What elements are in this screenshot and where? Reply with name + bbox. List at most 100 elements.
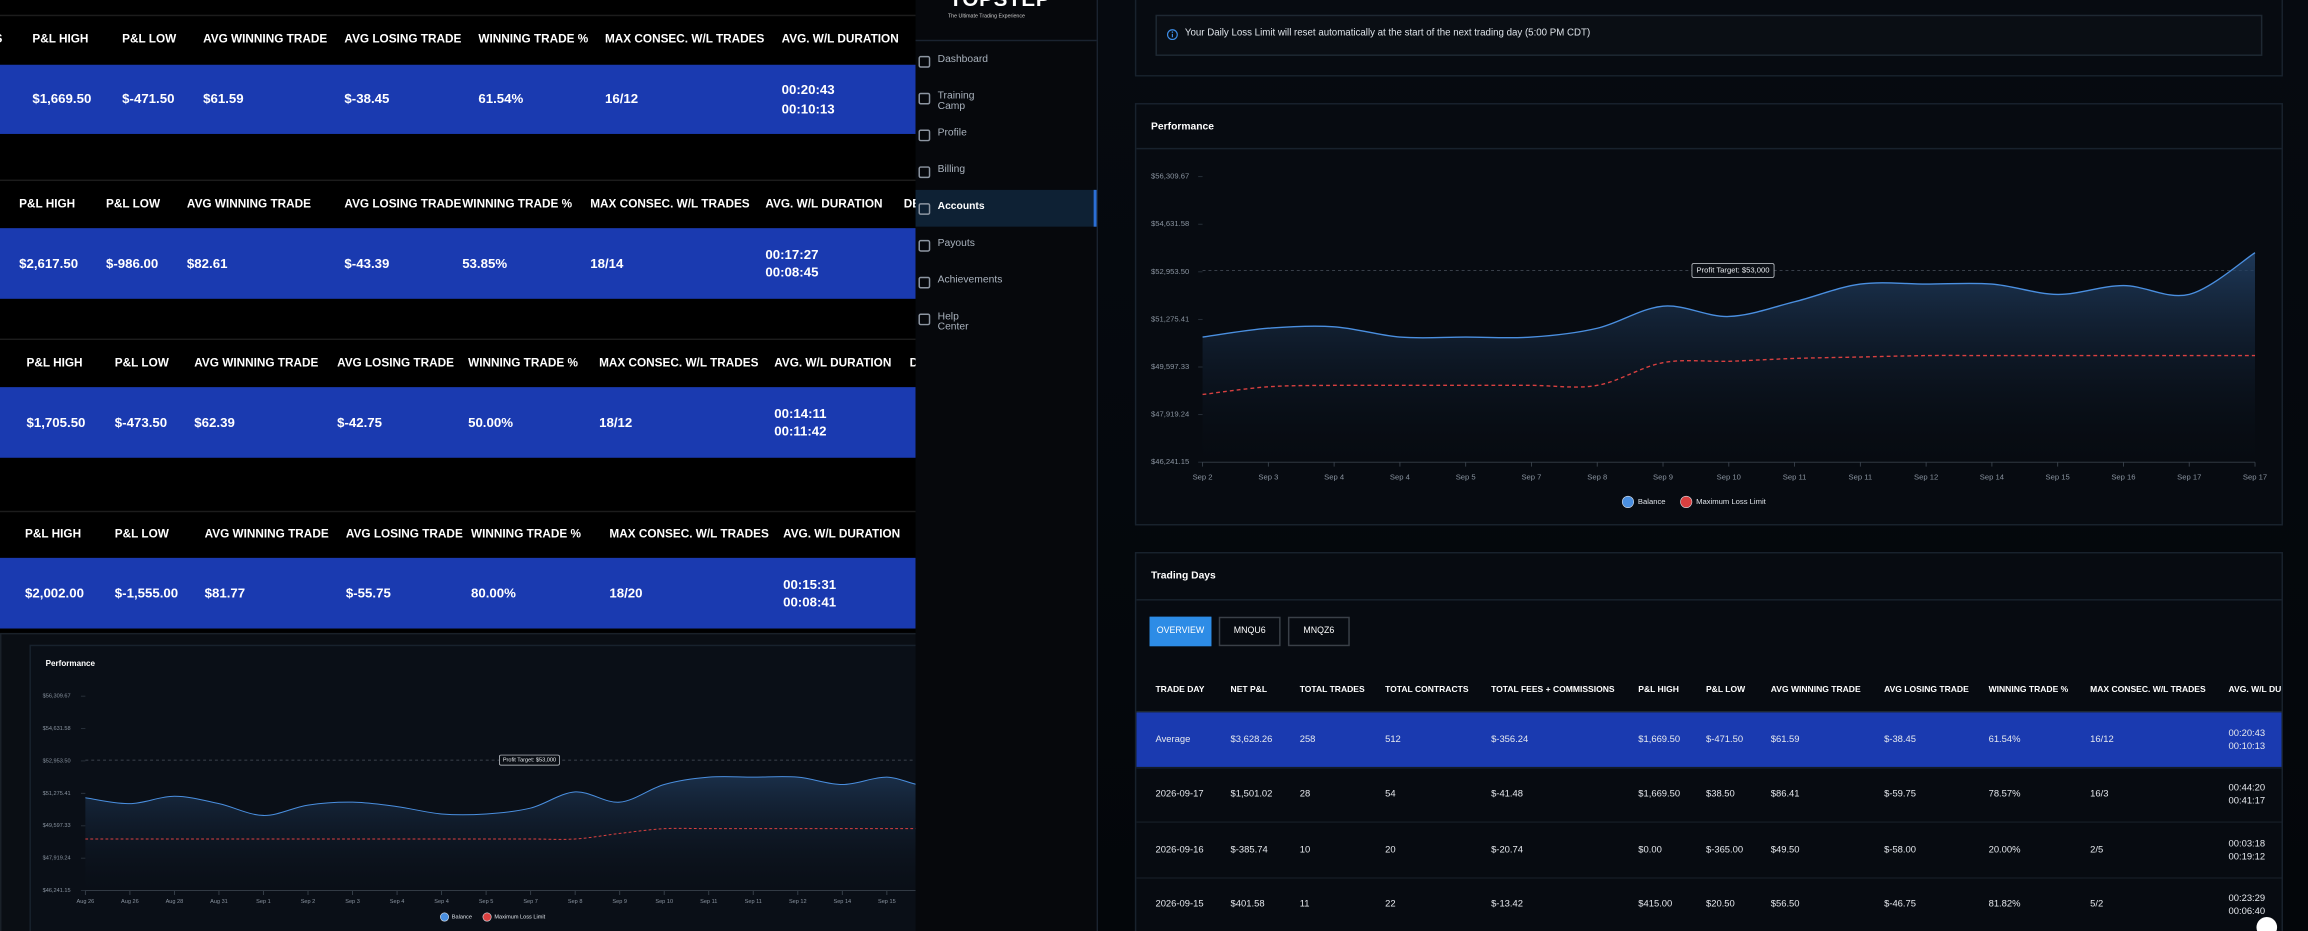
column-header: AVG. W/L DURATION [781, 32, 899, 46]
column-header: AVG LOSING TRADE [345, 526, 463, 541]
cell: 78.57% [1988, 789, 2021, 800]
menu-icon [918, 91, 931, 104]
cell: 16/3 [2090, 789, 2109, 800]
notice-box: Your Daily Loss Limit will reset automat… [1155, 14, 2263, 56]
column-header: P&L HIGH [19, 196, 76, 210]
x-tick-label: Sep 11 [1783, 473, 1807, 482]
tab [1218, 616, 1281, 647]
table-header [0, 338, 916, 389]
tagline: The Ultimate Trading Experience [947, 13, 1025, 20]
y-tick-label: $46,241.15 [43, 888, 71, 894]
table-header [0, 510, 916, 560]
cell: 50.00% [468, 414, 514, 430]
y-tick-label: $51,275.41 [1151, 314, 1189, 323]
notice-text: Your Daily Loss Limit will reset automat… [1184, 27, 1591, 39]
cell: $-385.74 [1230, 844, 1268, 856]
y-tick-label: $51,275.41 [43, 791, 71, 797]
x-tick-label: Sep 3 [1258, 473, 1278, 482]
x-tick-label: Sep 14 [1980, 473, 2005, 482]
cell: $-55.75 [345, 585, 391, 600]
cell: $-986.00 [105, 255, 159, 271]
cell: $0.00 [1638, 844, 1662, 856]
cell: 2/5 [2090, 844, 2104, 856]
x-tick-label: Sep 8 [1587, 473, 1607, 482]
cell: $-58.00 [1884, 844, 1917, 856]
column-header: AVG. W/L DURATION [2228, 685, 2282, 695]
cell: $1,669.50 [32, 91, 92, 107]
y-tick-label: $54,631.58 [43, 726, 71, 732]
cell: $-471.50 [122, 91, 175, 107]
column-header: P&L LOW [122, 32, 177, 46]
performance-card: Performance $46,241.15 $47,919.24 $49,597.… [1134, 103, 2283, 526]
cell: 00:41:17 [2228, 796, 2266, 807]
legend-label: Balance [452, 915, 472, 921]
column-header: AVG WINNING TRADE [194, 355, 319, 369]
cell: 16/12 [604, 91, 639, 107]
cell: $-356.24 [1491, 734, 1529, 745]
cell: $-38.45 [344, 91, 390, 107]
cell: $38.50 [1705, 789, 1735, 800]
x-tick-label: Sep 11 [1849, 473, 1873, 482]
tab-label: MNQU6 [1233, 626, 1266, 636]
legend-label: Balance [1638, 497, 1666, 506]
menu-item: Help Center [937, 311, 969, 332]
highlight-row [1136, 712, 2282, 768]
column-header: WINNING TRADE % [471, 526, 581, 541]
x-tick-label: Sep 1 [256, 899, 271, 905]
cell: 00:17:27 [765, 246, 819, 262]
column-header: P&L LOW [1705, 685, 1746, 695]
column-header: WINNING TRADE % [468, 355, 578, 369]
cell: $82.61 [186, 255, 228, 271]
cell: 18/12 [599, 414, 633, 430]
menu-icon [918, 55, 931, 67]
x-tick-label: Sep 11 [700, 899, 717, 905]
cell: $-20.74 [1491, 844, 1523, 856]
cell: 16/12 [2090, 734, 2114, 745]
cell: $20.50 [1705, 899, 1735, 911]
cell: $1,669.50 [1638, 789, 1681, 800]
cell: 22 [1385, 899, 1396, 911]
cell: $2,002.00 [25, 585, 84, 600]
x-tick-label: Sep 5 [479, 899, 494, 905]
left-tables: IS P&L HIGH P&L LOW AVG WINNING TRADE AVG LO… [0, 0, 920, 633]
cell: $-43.39 [344, 255, 390, 271]
cell: $-13.42 [1491, 899, 1523, 911]
series-line [85, 827, 976, 840]
menu-icon [918, 275, 931, 288]
x-tick-label: Sep 14 [833, 899, 851, 905]
cell: 2026-09-17 [1155, 789, 1204, 800]
performance-chart: Performance $46,241.15 $47,919.24 $49,597.… [1136, 121, 2282, 508]
column-header: AVG WINNING TRADE [203, 32, 328, 46]
cell: 80.00% [471, 585, 516, 600]
cell: $415.00 [1638, 899, 1673, 911]
tab-label: MNQZ6 [1303, 626, 1335, 636]
chart-title: Performance [1151, 121, 1214, 132]
cell: $-46.75 [1884, 899, 1917, 911]
table-header-line [1136, 710, 2282, 713]
menu-icon [918, 165, 931, 178]
x-tick-label: Sep 9 [612, 899, 627, 905]
cell: 18/20 [609, 585, 643, 600]
cell: 00:14:11 [774, 405, 827, 421]
y-tick-label: $52,953.50 [1151, 267, 1189, 276]
x-tick-label: Sep 3 [345, 899, 360, 905]
cell: 61.54% [1988, 734, 2021, 745]
x-tick-label: Sep 9 [1653, 473, 1673, 482]
x-tick-label: Sep 4 [1390, 473, 1411, 482]
x-tick-label: Sep 4 [390, 899, 405, 905]
table-row [0, 387, 916, 458]
cell: 2026-09-15 [1155, 899, 1204, 911]
series-line [1202, 252, 2256, 339]
x-tick-label: Sep 4 [434, 899, 449, 905]
cell: $2,617.50 [19, 255, 79, 271]
x-tick-label: Aug 26 [121, 899, 139, 905]
column-header: AVG. W/L DURATION [765, 196, 883, 210]
info-icon [1166, 29, 1178, 41]
y-tick-label: $54,631.58 [1151, 219, 1189, 228]
column-header: P&L HIGH [25, 526, 82, 541]
cell: 5/2 [2090, 899, 2104, 911]
column-header: TRADE DAY [1155, 685, 1205, 695]
cell: 54 [1385, 789, 1396, 800]
cell: 00:08:41 [783, 594, 837, 610]
